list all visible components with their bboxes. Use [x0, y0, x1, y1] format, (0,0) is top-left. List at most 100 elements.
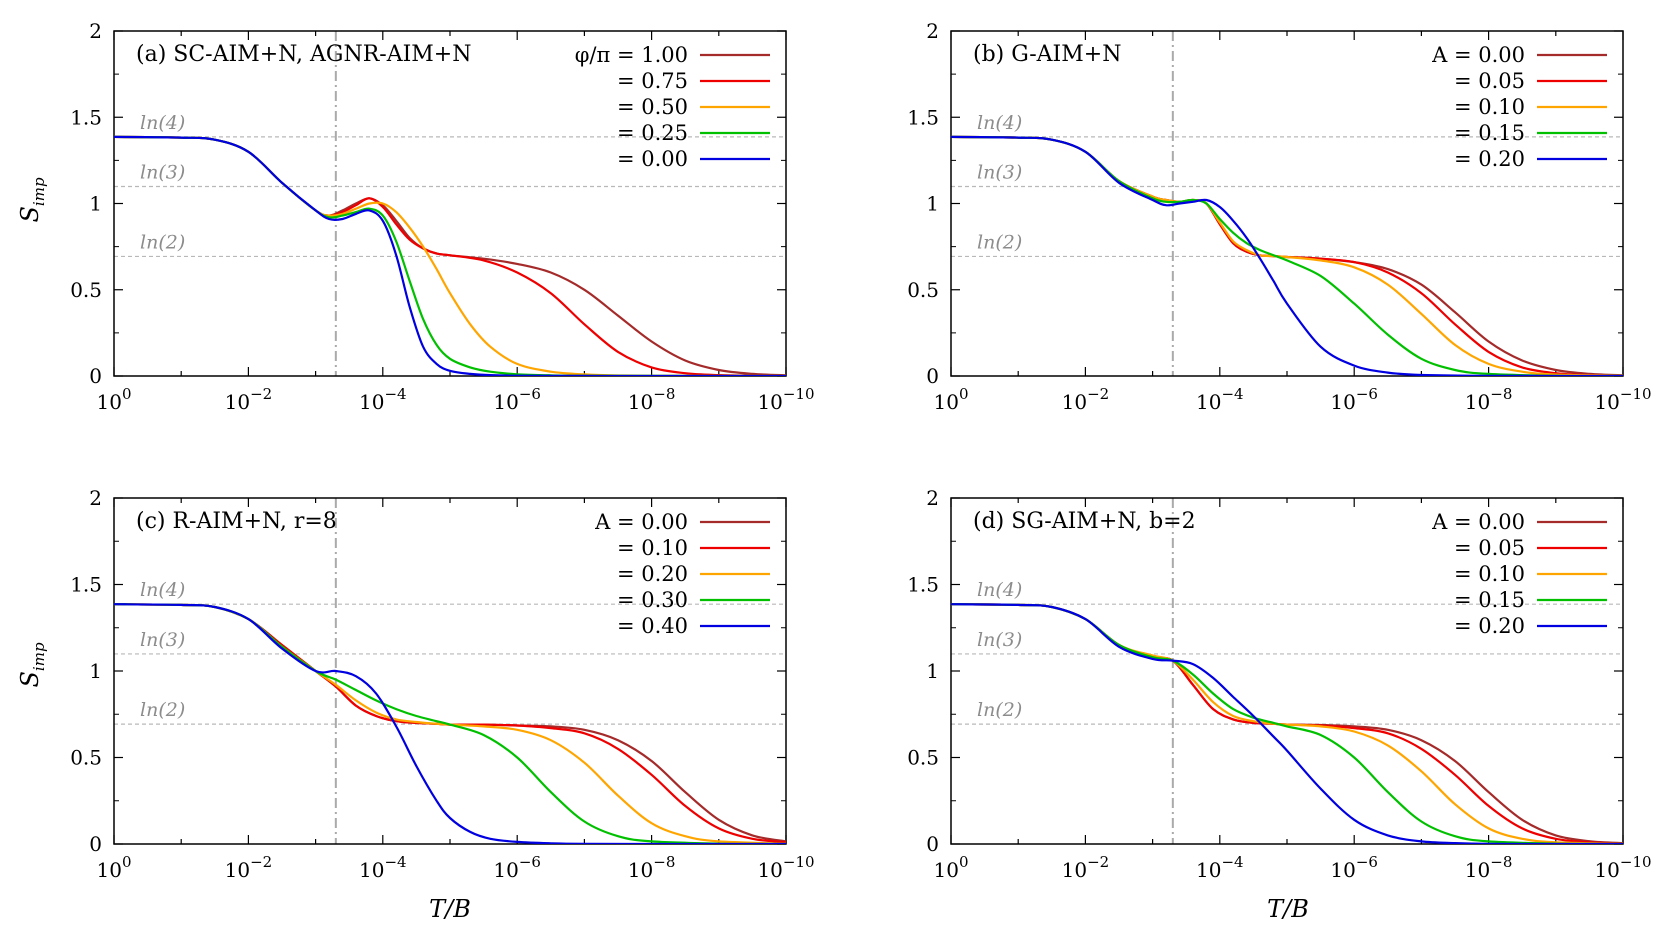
- x-tick-base: 10: [1196, 390, 1221, 414]
- x-tick-label: 100: [97, 853, 132, 882]
- legend-label: = 0.20: [617, 562, 688, 586]
- y-tick-label: 0.5: [907, 278, 939, 302]
- x-tick-base: 10: [359, 390, 384, 414]
- panel-title: (c) R-AIM+N, r=8: [136, 509, 337, 534]
- x-tick-label: 10−6: [1330, 853, 1378, 882]
- y-tick-label: 1.5: [70, 573, 102, 597]
- reference-label-ln(2): ln(2): [140, 699, 185, 721]
- x-tick-base: 10: [1196, 858, 1221, 882]
- x-tick-label: 10−2: [225, 853, 273, 882]
- x-tick-exponent: −6: [1356, 385, 1378, 403]
- x-tick-label: 10−2: [225, 385, 273, 414]
- y-tick-label: 1.5: [907, 573, 939, 597]
- series-line-b-4: [951, 135, 1623, 376]
- series-line-d-4: [951, 603, 1623, 844]
- y-tick-label: 0.5: [907, 746, 939, 770]
- x-tick-base: 10: [757, 390, 782, 414]
- series-line-c-1: [114, 603, 786, 844]
- x-tick-label: 100: [97, 385, 132, 414]
- y-tick-label: 1: [926, 192, 939, 216]
- x-tick-label: 10−10: [757, 853, 814, 882]
- legend-label: A = 0.00: [1431, 43, 1525, 67]
- reference-label-ln(4): ln(4): [140, 579, 185, 601]
- x-tick-base: 10: [1330, 390, 1355, 414]
- x-tick-label: 10−6: [493, 853, 541, 882]
- legend-label: = 0.75: [617, 69, 688, 93]
- svg-text:Simp: Simp: [16, 642, 48, 687]
- legend-label: = 0.25: [617, 121, 688, 145]
- x-tick-exponent: −2: [250, 853, 272, 871]
- y-tick-label: 0.5: [70, 278, 102, 302]
- x-tick-base: 10: [1465, 858, 1490, 882]
- x-tick-base: 10: [1062, 858, 1087, 882]
- x-tick-exponent: −4: [1221, 385, 1243, 403]
- reference-label-ln(4): ln(4): [977, 579, 1022, 601]
- reference-label-ln(3): ln(3): [977, 161, 1022, 183]
- x-tick-base: 10: [1594, 390, 1619, 414]
- x-tick-base: 10: [225, 390, 250, 414]
- x-tick-exponent: −10: [1620, 853, 1652, 871]
- x-tick-label: 10−4: [359, 385, 407, 414]
- x-tick-base: 10: [1594, 858, 1619, 882]
- x-tick-exponent: 0: [122, 853, 132, 871]
- series-line-a-4: [114, 135, 786, 376]
- x-tick-label: 10−10: [757, 385, 814, 414]
- panel-title: (a) SC-AIM+N, AGNR-AIM+N: [136, 42, 471, 67]
- x-tick-label: 100: [934, 853, 969, 882]
- x-tick-exponent: −8: [1490, 853, 1512, 871]
- series-group: [951, 603, 1623, 844]
- y-tick-label: 0: [89, 832, 102, 856]
- x-tick-base: 10: [493, 858, 518, 882]
- legend-label: = 0.20: [1454, 614, 1525, 638]
- x-tick-label: 10−2: [1062, 385, 1110, 414]
- series-group: [114, 603, 786, 844]
- y-tick-label: 1.5: [907, 105, 939, 129]
- x-tick-label: 10−2: [1062, 853, 1110, 882]
- legend-label: = 0.10: [1454, 562, 1525, 586]
- x-tick-label: 10−4: [1196, 853, 1244, 882]
- y-tick-label: 0: [926, 364, 939, 388]
- x-tick-label: 10−8: [1465, 385, 1513, 414]
- legend-label: = 0.05: [1454, 536, 1525, 560]
- x-tick-base: 10: [1330, 858, 1355, 882]
- x-tick-label: 10−8: [1465, 853, 1513, 882]
- x-tick-label: 10−10: [1594, 853, 1651, 882]
- y-tick-label: 2: [89, 486, 102, 510]
- x-tick-label: 10−4: [1196, 385, 1244, 414]
- reference-label-ln(2): ln(2): [977, 699, 1022, 721]
- series-line-c-4: [114, 603, 786, 844]
- x-tick-label: 10−8: [628, 385, 676, 414]
- panel-title: (d) SG-AIM+N, b=2: [973, 509, 1196, 534]
- legend-label: = 0.00: [617, 147, 688, 171]
- x-tick-exponent: −10: [1620, 385, 1652, 403]
- x-tick-exponent: −4: [384, 385, 406, 403]
- reference-label-ln(2): ln(2): [140, 231, 185, 253]
- y-tick-label: 0: [926, 832, 939, 856]
- x-tick-base: 10: [934, 390, 959, 414]
- x-tick-exponent: −8: [653, 853, 675, 871]
- legend-label: = 0.15: [1454, 121, 1525, 145]
- y-tick-label: 1.5: [70, 105, 102, 129]
- x-tick-base: 10: [97, 858, 122, 882]
- reference-label-ln(4): ln(4): [977, 112, 1022, 134]
- x-tick-exponent: −10: [783, 385, 815, 403]
- y-tick-label: 0: [89, 364, 102, 388]
- x-tick-exponent: −2: [1087, 853, 1109, 871]
- y-axis-label-bottom: Simp: [16, 642, 48, 687]
- x-tick-base: 10: [1465, 390, 1490, 414]
- x-tick-exponent: −10: [783, 853, 815, 871]
- x-tick-base: 10: [97, 390, 122, 414]
- y-tick-label: 2: [926, 19, 939, 43]
- legend-label: A = 0.00: [1431, 510, 1525, 534]
- x-tick-base: 10: [757, 858, 782, 882]
- reference-label-ln(4): ln(4): [140, 112, 185, 134]
- y-tick-label: 1: [926, 659, 939, 683]
- y-tick-label: 1: [89, 659, 102, 683]
- x-tick-base: 10: [934, 858, 959, 882]
- x-tick-exponent: −6: [1356, 853, 1378, 871]
- x-tick-base: 10: [628, 390, 653, 414]
- x-axis-label-left: T/B: [429, 895, 471, 923]
